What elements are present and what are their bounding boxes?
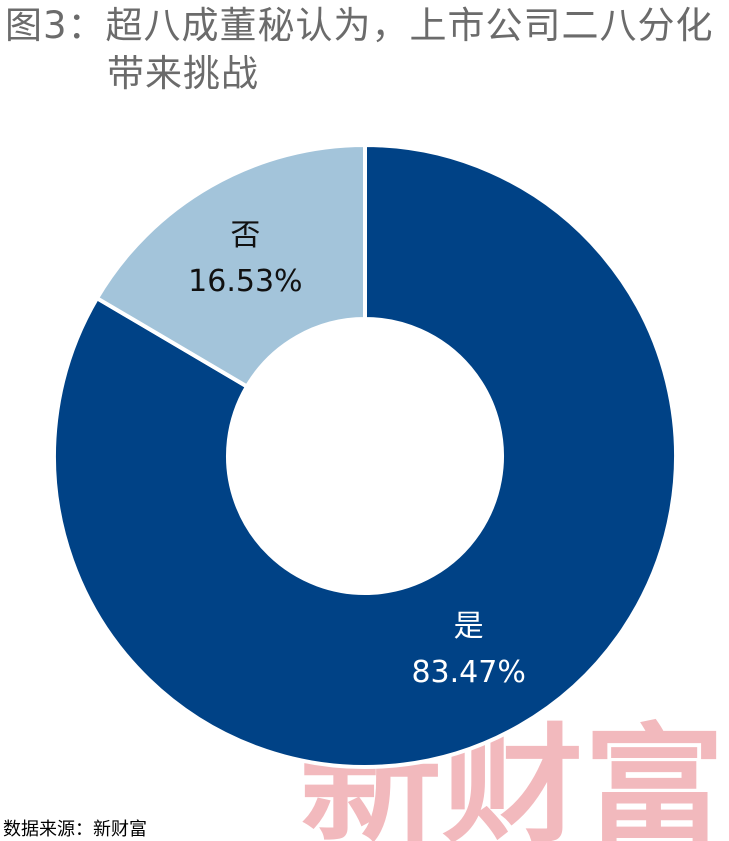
donut-slice	[94, 142, 367, 390]
donut-slice	[52, 142, 678, 769]
source-note: 数据来源：新财富	[3, 819, 147, 840]
chart-title: 图3：超八成董秘认为，上市公司二八分化带来挑战	[5, 4, 714, 95]
slice-value-label: 83.47%	[411, 655, 525, 690]
slice-category: 否	[230, 218, 260, 253]
slice-value-label: 16.53%	[188, 264, 302, 299]
slice-category: 是	[454, 609, 484, 644]
